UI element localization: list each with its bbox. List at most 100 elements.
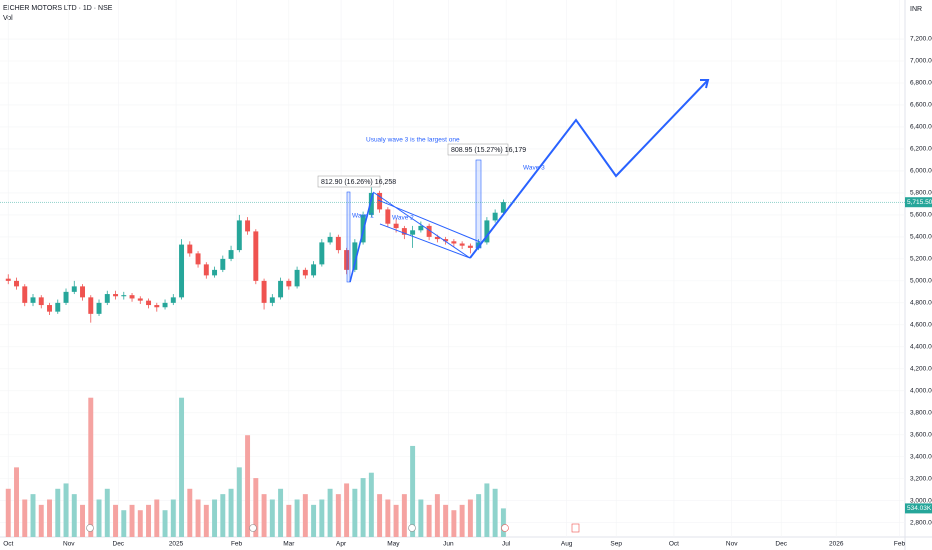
wedge: [377, 199, 481, 243]
candle-body: [22, 286, 28, 303]
x-tick-label: May: [387, 541, 400, 548]
y-tick-label: 3,000.00: [910, 497, 932, 504]
candle-body: [344, 250, 350, 270]
x-tick-label: Dec: [113, 541, 125, 548]
x-tick-label: Feb: [231, 541, 243, 548]
volume-bar: [269, 499, 275, 537]
y-tick-label: 6,000.00: [910, 168, 932, 175]
candle-body: [203, 264, 209, 276]
x-tick-label: Nov: [63, 541, 75, 548]
volume-bar: [22, 499, 28, 537]
volume-bar: [484, 483, 490, 537]
candle-body: [319, 242, 325, 265]
candle-body: [71, 286, 77, 292]
candle-body: [220, 258, 226, 270]
y-tick-label: 4,200.00: [910, 366, 932, 373]
wave-label: Wave 3: [523, 165, 545, 172]
candle-body: [137, 298, 143, 301]
volume-marker-label: 534.03K: [907, 505, 932, 512]
candle-body: [5, 278, 11, 281]
y-tick-label: 5,800.00: [910, 190, 932, 197]
x-tick-label: Jul: [502, 541, 511, 548]
candle-body: [38, 297, 44, 306]
volume-bar: [451, 510, 457, 537]
y-tick-label: 3,800.00: [910, 409, 932, 416]
volume-bar: [80, 504, 85, 537]
volume-bar: [154, 499, 160, 537]
price-marker-box: [905, 197, 932, 208]
volume-bar: [401, 494, 407, 537]
y-tick-label: 6,400.00: [910, 124, 932, 131]
measure: [475, 159, 482, 249]
y-tick-label: 5,000.00: [910, 278, 932, 285]
y-tick-label: 3,200.00: [910, 475, 932, 482]
volume-bar: [467, 499, 473, 537]
volume-marker-box: [905, 503, 932, 514]
candle-body: [179, 244, 185, 298]
volume-bar: [30, 494, 36, 537]
candle-body: [47, 305, 52, 312]
y-tick-label: 5,600.00: [910, 212, 932, 219]
x-tick-label: Oct: [3, 541, 13, 548]
volume-bar: [500, 508, 506, 537]
volume-bar: [245, 435, 251, 537]
volume-bar: [195, 499, 201, 537]
candle-body: [459, 243, 465, 246]
volume-bar: [162, 510, 168, 537]
measure-label: 812.90 (16.26%) 16,258: [321, 179, 396, 186]
volume-bar: [55, 488, 61, 537]
candle-body: [335, 236, 341, 251]
x-tick-label: Dec: [775, 541, 787, 548]
candle-body: [302, 269, 308, 276]
measure-label: 808.95 (15.27%) 16,179: [451, 147, 526, 154]
candle-body: [368, 192, 374, 215]
candle-body: [228, 250, 234, 259]
y-tick-label: 2,800.00: [910, 519, 932, 526]
measure-box: [447, 143, 509, 156]
y-tick-label: 6,800.00: [910, 80, 932, 87]
candle-body: [154, 305, 160, 308]
candle-body: [500, 202, 506, 213]
volume-bar: [377, 494, 383, 537]
x-tick-label: 2026: [829, 541, 844, 548]
candle-body: [327, 236, 333, 243]
candle-body: [253, 231, 259, 281]
volume-bar: [113, 504, 119, 537]
volume: [5, 397, 506, 537]
y-tick-label: 7,200.00: [910, 36, 932, 43]
candle-body: [261, 280, 267, 303]
candle-body: [212, 269, 218, 276]
volume-bar: [360, 478, 366, 537]
volume-bar: [236, 467, 242, 537]
volume-bar: [121, 510, 127, 537]
currency: INR: [910, 6, 922, 13]
y-tick-label: 4,600.00: [910, 322, 932, 329]
y-tick-label: 6,200.00: [910, 146, 932, 153]
candle-body: [434, 236, 440, 240]
y-tick-label: 4,800.00: [910, 300, 932, 307]
volume-bar: [71, 494, 77, 537]
candle-body: [278, 280, 284, 298]
projection: [469, 79, 709, 259]
volume-bar: [63, 483, 69, 537]
volume-bar: [476, 494, 482, 537]
candle-body: [492, 212, 498, 221]
volume-bar: [220, 494, 226, 537]
volume-bar: [459, 504, 465, 537]
candles: [5, 187, 506, 323]
candle-body: [88, 297, 94, 314]
candle-body: [393, 223, 399, 229]
x-tick-label: Sep: [610, 541, 622, 548]
volume-bar: [492, 488, 498, 537]
x-tick-label: Feb: [894, 541, 906, 548]
volume-bar: [129, 504, 135, 537]
volume-bar: [319, 499, 325, 537]
volume-bar: [418, 499, 424, 537]
y-tick-label: 4,400.00: [910, 344, 932, 351]
volume-bar: [385, 499, 391, 537]
candle-body: [236, 220, 242, 251]
candle-body: [401, 228, 407, 235]
candle-body: [467, 245, 473, 248]
candle-body: [146, 300, 152, 306]
